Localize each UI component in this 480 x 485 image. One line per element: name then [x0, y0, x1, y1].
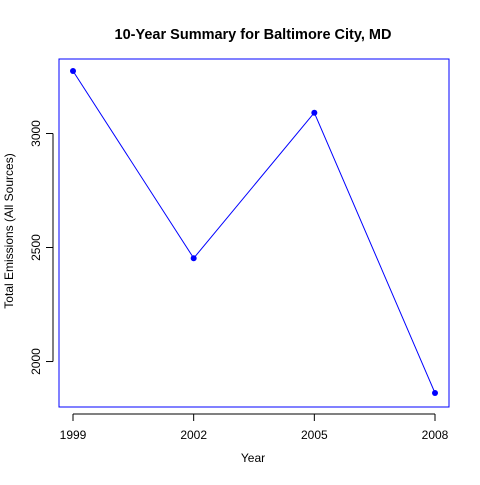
y-axis-label: Total Emissions (All Sources) — [2, 153, 16, 308]
x-tick-label: 2005 — [301, 428, 328, 442]
plot-frame — [58, 58, 450, 408]
data-point — [432, 390, 438, 396]
series-line — [72, 70, 436, 394]
data-point — [190, 255, 197, 262]
x-axis-label: Year — [241, 451, 265, 465]
x-tick-label: 1999 — [60, 428, 87, 442]
x-tick-label: 2002 — [180, 428, 207, 442]
y-tick-label: 3000 — [29, 120, 43, 147]
data-point — [311, 109, 318, 116]
data-point — [70, 68, 76, 74]
chart-title: 10-Year Summary for Baltimore City, MD — [115, 27, 392, 43]
y-tick-label: 2000 — [29, 348, 43, 375]
x-tick-label: 2008 — [422, 428, 449, 442]
y-tick-label: 2500 — [29, 234, 43, 261]
plot-area: 1999 2002 2005 2008 2000 2500 3000 — [29, 58, 450, 442]
